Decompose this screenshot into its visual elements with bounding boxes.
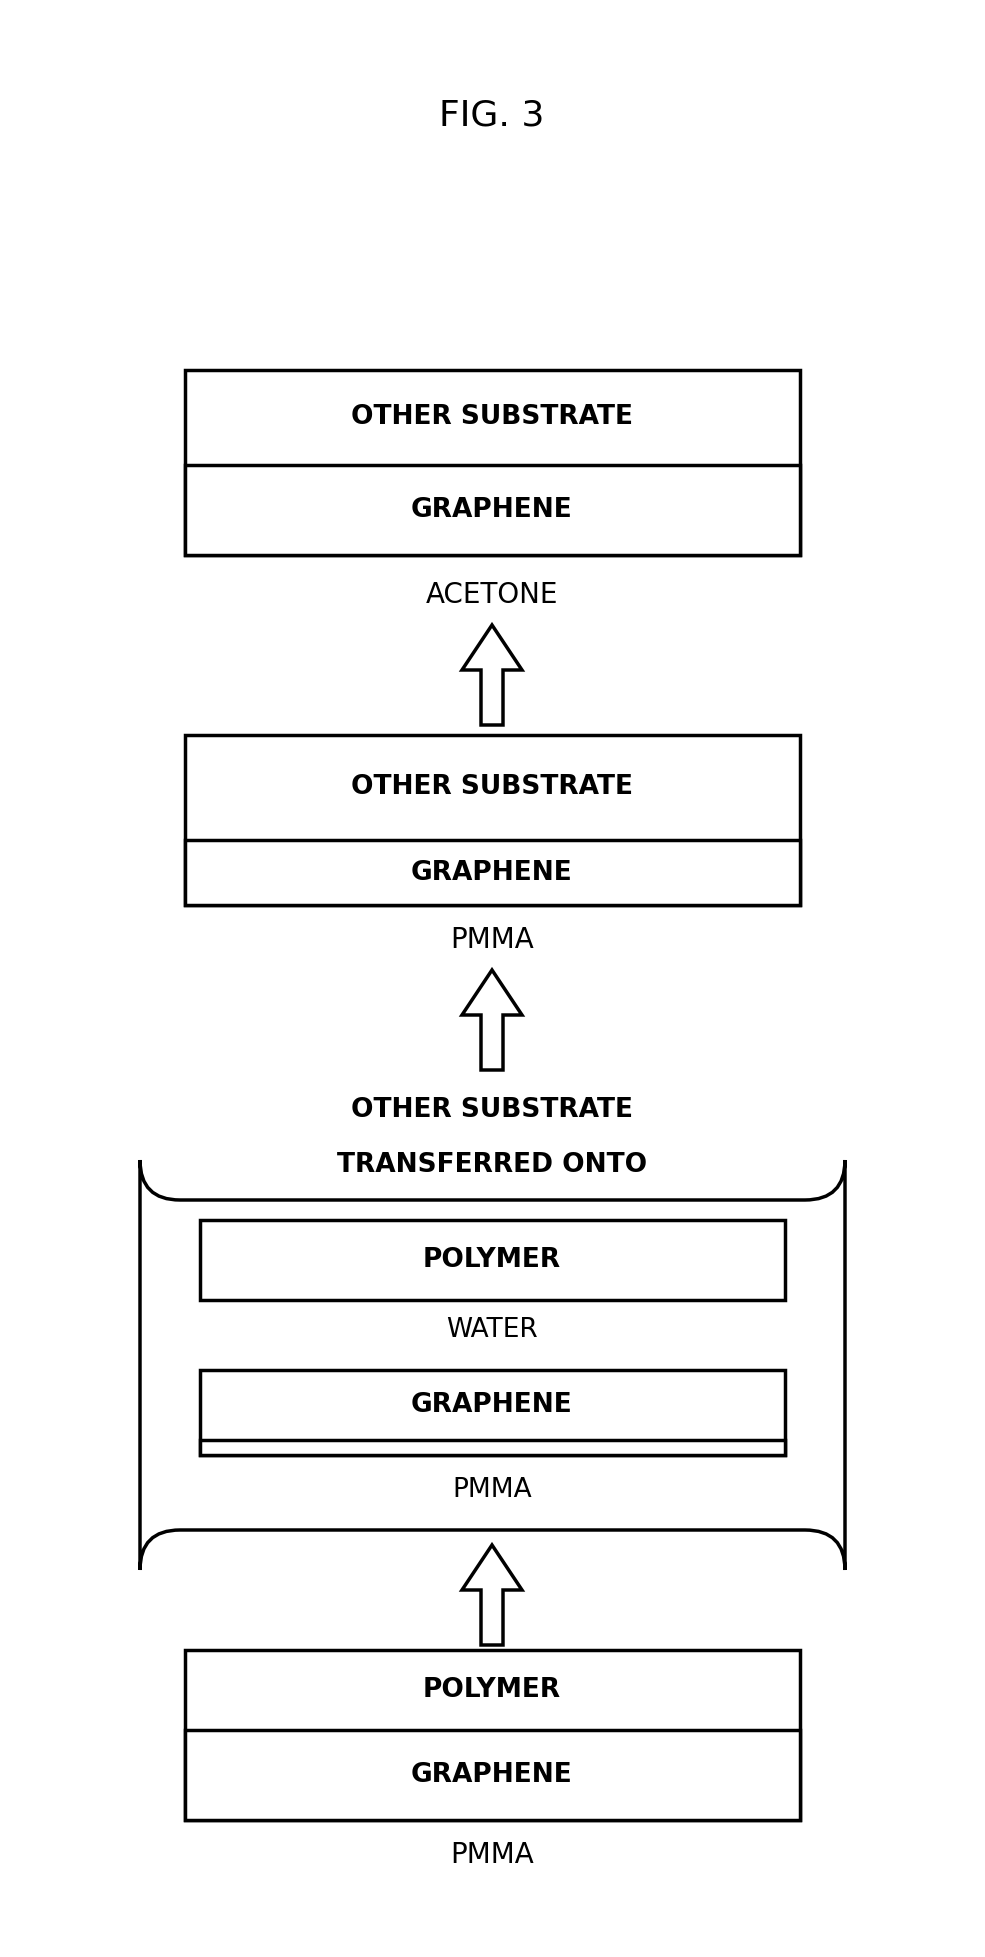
Text: OTHER SUBSTRATE: OTHER SUBSTRATE bbox=[351, 405, 633, 431]
Text: GRAPHENE: GRAPHENE bbox=[411, 497, 573, 523]
Bar bbox=[200, 1370, 785, 1454]
Text: PMMA: PMMA bbox=[452, 1478, 532, 1503]
FancyBboxPatch shape bbox=[140, 1161, 845, 1570]
Text: PMMA: PMMA bbox=[450, 926, 534, 953]
Text: GRAPHENE: GRAPHENE bbox=[411, 1391, 573, 1419]
Text: GRAPHENE: GRAPHENE bbox=[411, 1761, 573, 1789]
Text: OTHER SUBSTRATE: OTHER SUBSTRATE bbox=[351, 775, 633, 800]
Bar bbox=[185, 1650, 800, 1820]
Polygon shape bbox=[462, 624, 522, 724]
Bar bbox=[200, 1440, 785, 1454]
Bar bbox=[185, 736, 800, 904]
Polygon shape bbox=[462, 971, 522, 1070]
Text: GRAPHENE: GRAPHENE bbox=[411, 859, 573, 885]
Bar bbox=[185, 1730, 800, 1820]
Text: POLYMER: POLYMER bbox=[423, 1247, 561, 1272]
Bar bbox=[185, 466, 800, 556]
Text: TRANSFERRED ONTO: TRANSFERRED ONTO bbox=[337, 1153, 647, 1178]
Text: OTHER SUBSTRATE: OTHER SUBSTRATE bbox=[351, 1098, 633, 1123]
Bar bbox=[200, 1219, 785, 1299]
Bar bbox=[185, 370, 800, 556]
Text: WATER: WATER bbox=[446, 1317, 538, 1343]
Text: POLYMER: POLYMER bbox=[423, 1677, 561, 1703]
Bar bbox=[185, 840, 800, 904]
Text: ACETONE: ACETONE bbox=[426, 581, 558, 609]
Polygon shape bbox=[462, 1544, 522, 1646]
Text: PMMA: PMMA bbox=[450, 1842, 534, 1869]
Text: FIG. 3: FIG. 3 bbox=[439, 98, 545, 131]
